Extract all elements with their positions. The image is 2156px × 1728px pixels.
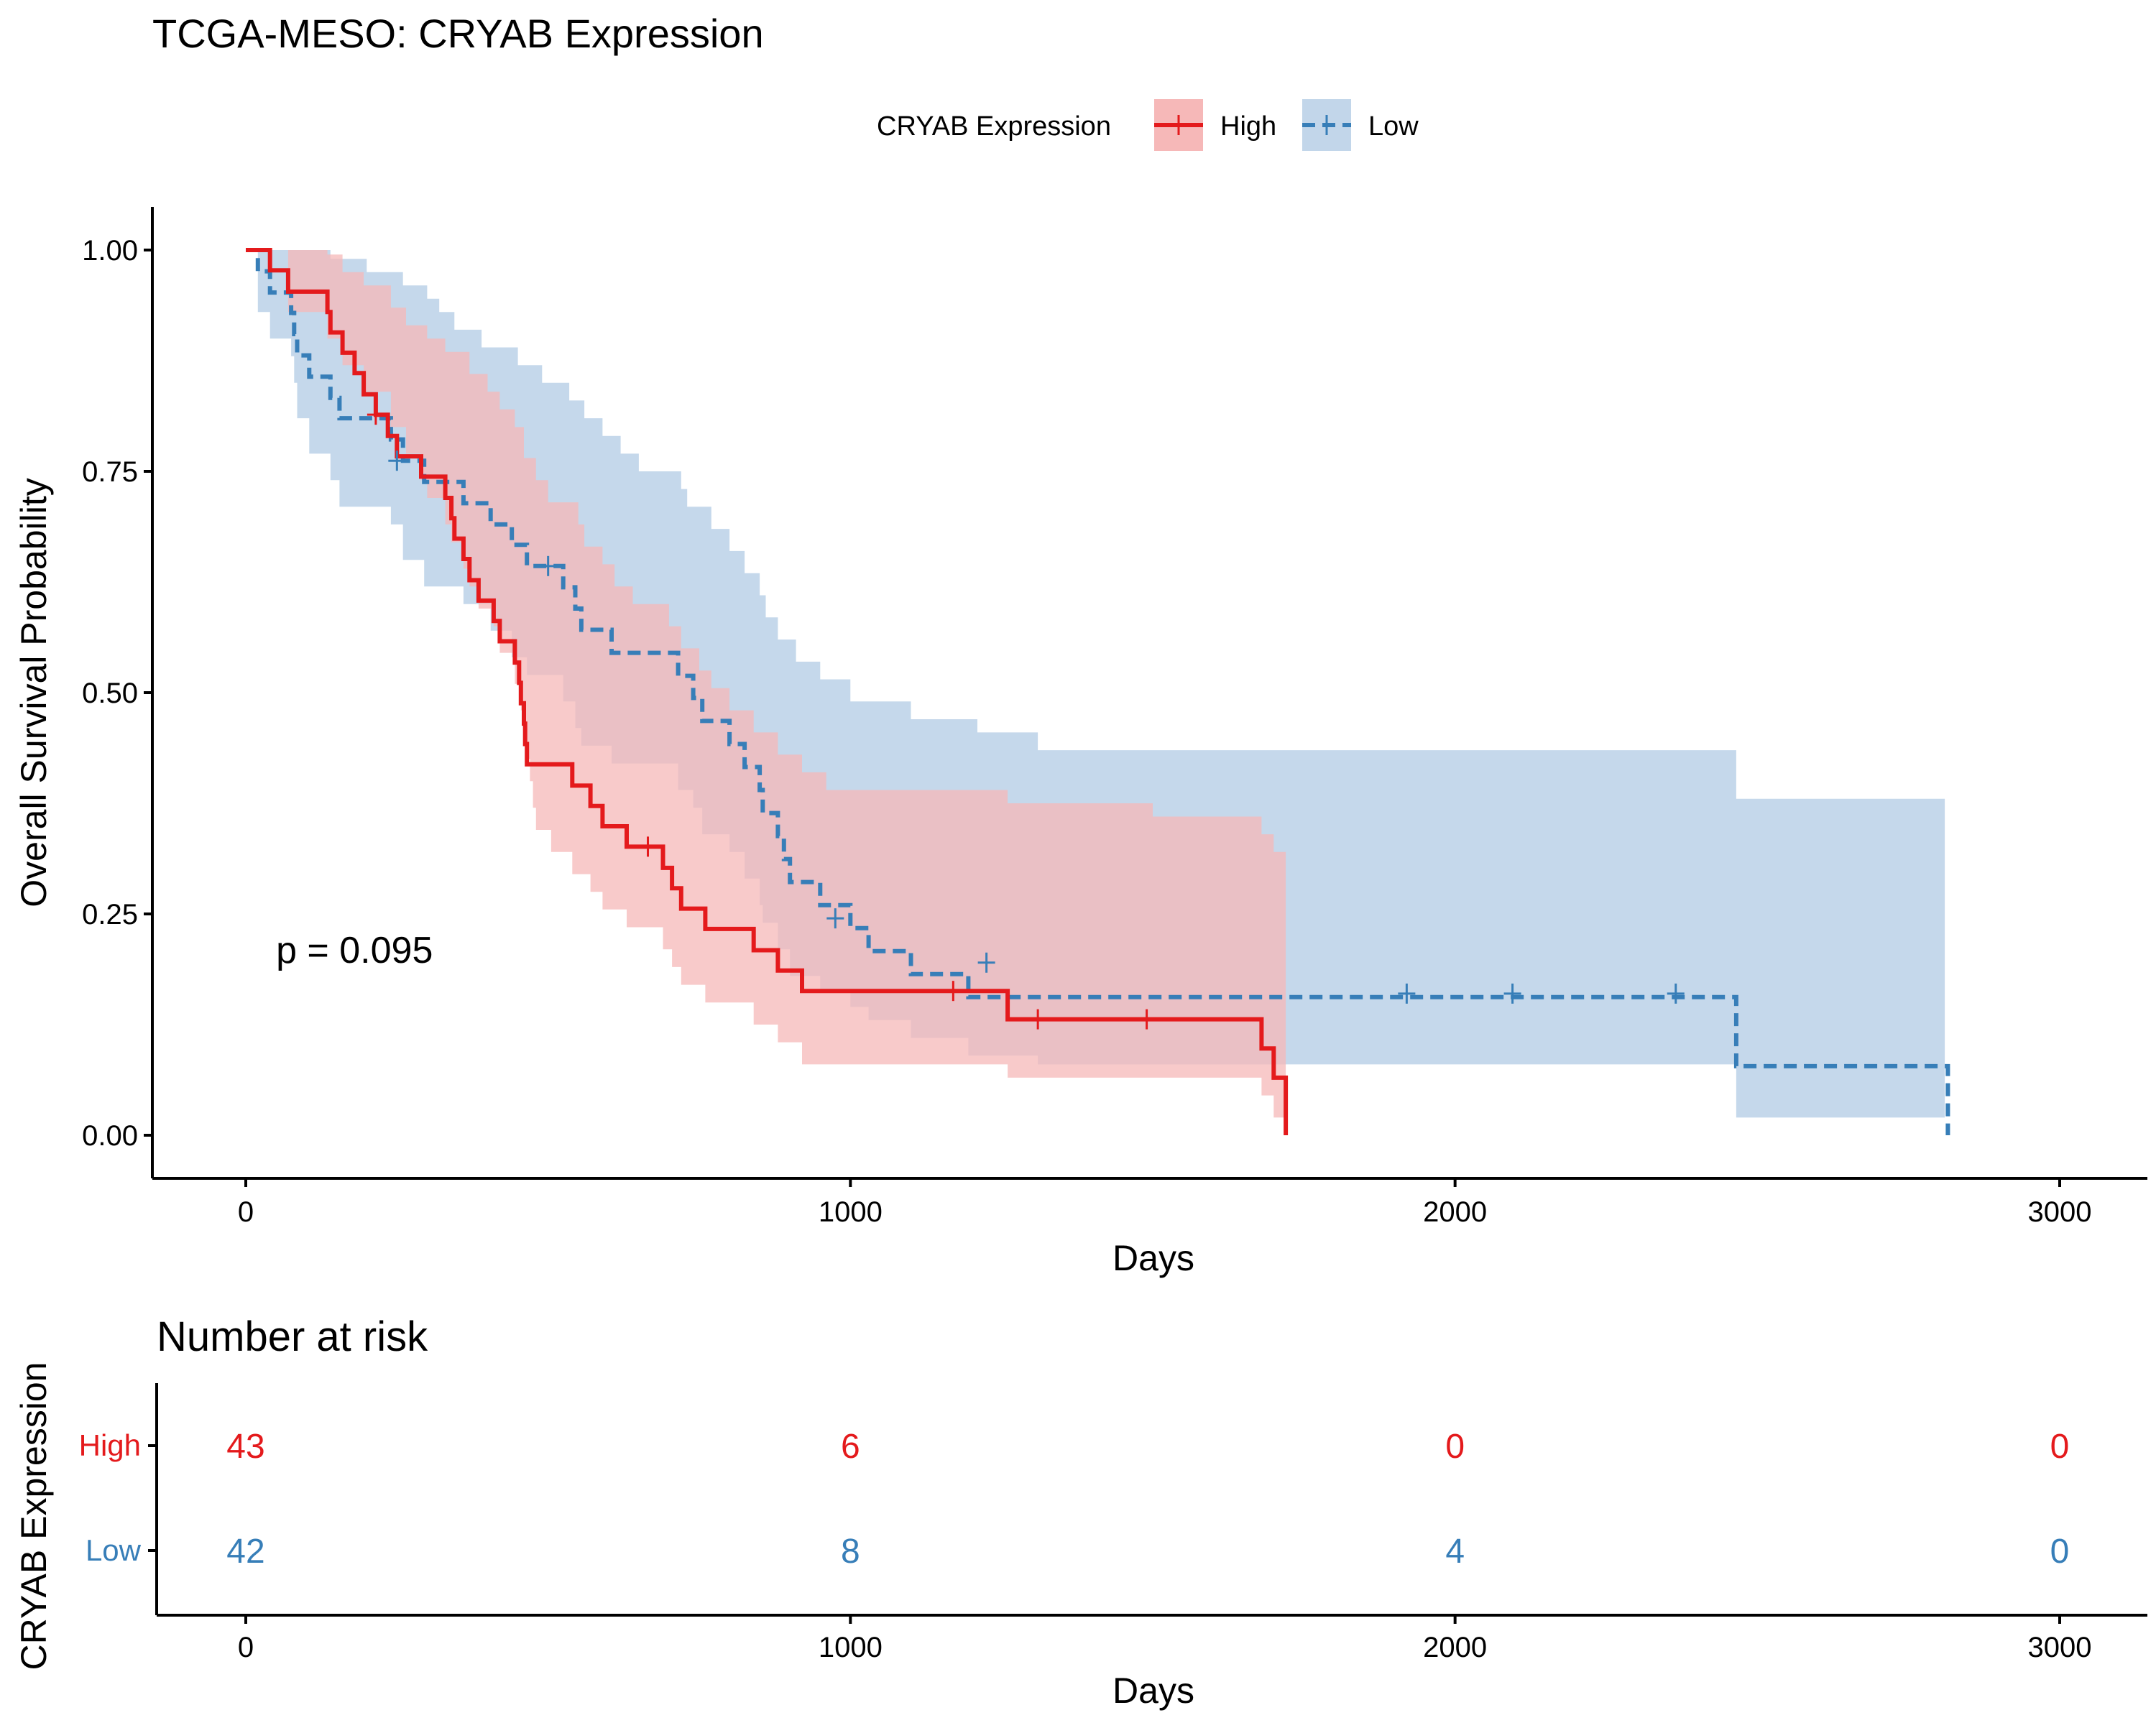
y-axis-label: Overall Survival Probability: [14, 478, 54, 907]
risk-count-high: 43: [226, 1428, 264, 1466]
x-tick-label: 2000: [1423, 1196, 1487, 1228]
risk-count-low: 8: [841, 1533, 860, 1571]
risk-x-tick-label: 2000: [1423, 1632, 1487, 1663]
legend-label-high: High: [1220, 111, 1276, 142]
risk-count-low: 4: [1445, 1533, 1465, 1571]
y-axis-ticks: 0.00 0.25 0.50 0.75 1.00: [82, 235, 152, 1152]
confidence-bands: [246, 250, 1945, 1118]
chart-title: TCGA-MESO: CRYAB Expression: [152, 11, 764, 56]
risk-x-axis-label: Days: [1112, 1671, 1194, 1711]
y-tick-label: 0.75: [82, 456, 138, 488]
legend-title: CRYAB Expression: [877, 111, 1111, 142]
survival-curves: [246, 248, 1950, 1135]
y-tick-label: 0.25: [82, 899, 138, 930]
risk-count-high: 6: [841, 1428, 860, 1466]
x-tick-label: 0: [238, 1196, 254, 1228]
risk-table-title: Number at risk: [157, 1313, 428, 1360]
risk-count-high: 0: [1445, 1428, 1465, 1466]
risk-x-tick-label: 3000: [2028, 1632, 2092, 1663]
survival-curve-low: [246, 248, 1950, 1135]
legend-item-low: Low: [1302, 99, 1419, 151]
ci-band-high: [246, 250, 1286, 1118]
legend-item-high: High: [1154, 99, 1276, 151]
x-tick-label: 3000: [2028, 1196, 2092, 1228]
risk-table: Number at risk High 43 6 0 0 Low 42 8 4 0 0 1000 20…: [14, 1313, 2147, 1711]
risk-row-label-low: Low: [86, 1533, 142, 1567]
legend-label-low: Low: [1368, 111, 1419, 142]
risk-y-axis-label: CRYAB Expression: [14, 1362, 54, 1671]
legend: CRYAB Expression High Low: [877, 99, 1419, 151]
ci-band-low: [246, 250, 1945, 1118]
survival-plot: 0.00 0.25 0.50 0.75 1.00 0 1000 2000 3000 p = 0…: [14, 207, 2147, 1278]
risk-count-low: 0: [2050, 1533, 2070, 1571]
x-tick-label: 1000: [819, 1196, 883, 1228]
censor-marks: [367, 405, 1685, 1030]
x-axis-label: Days: [1112, 1238, 1194, 1278]
survival-curve-high: [246, 248, 1289, 1135]
risk-x-axis-ticks: 0 1000 2000 3000: [238, 1615, 2092, 1663]
x-axis-ticks: 0 1000 2000 3000: [238, 1178, 2092, 1228]
risk-count-high: 0: [2050, 1428, 2070, 1466]
risk-row-label-high: High: [79, 1428, 141, 1462]
p-value-annotation: p = 0.095: [276, 930, 433, 971]
risk-x-tick-label: 1000: [819, 1632, 883, 1663]
risk-count-low: 42: [226, 1533, 264, 1571]
y-tick-label: 0.00: [82, 1120, 138, 1152]
y-tick-label: 1.00: [82, 235, 138, 267]
risk-table-rows: High 43 6 0 0 Low 42 8 4 0: [79, 1428, 2070, 1571]
risk-x-tick-label: 0: [238, 1632, 254, 1663]
y-tick-label: 0.50: [82, 678, 138, 709]
